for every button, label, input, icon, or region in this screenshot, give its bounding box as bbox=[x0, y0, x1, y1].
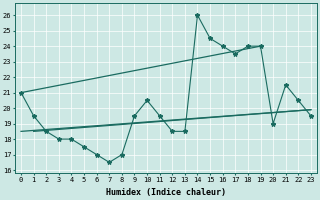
X-axis label: Humidex (Indice chaleur): Humidex (Indice chaleur) bbox=[106, 188, 226, 197]
